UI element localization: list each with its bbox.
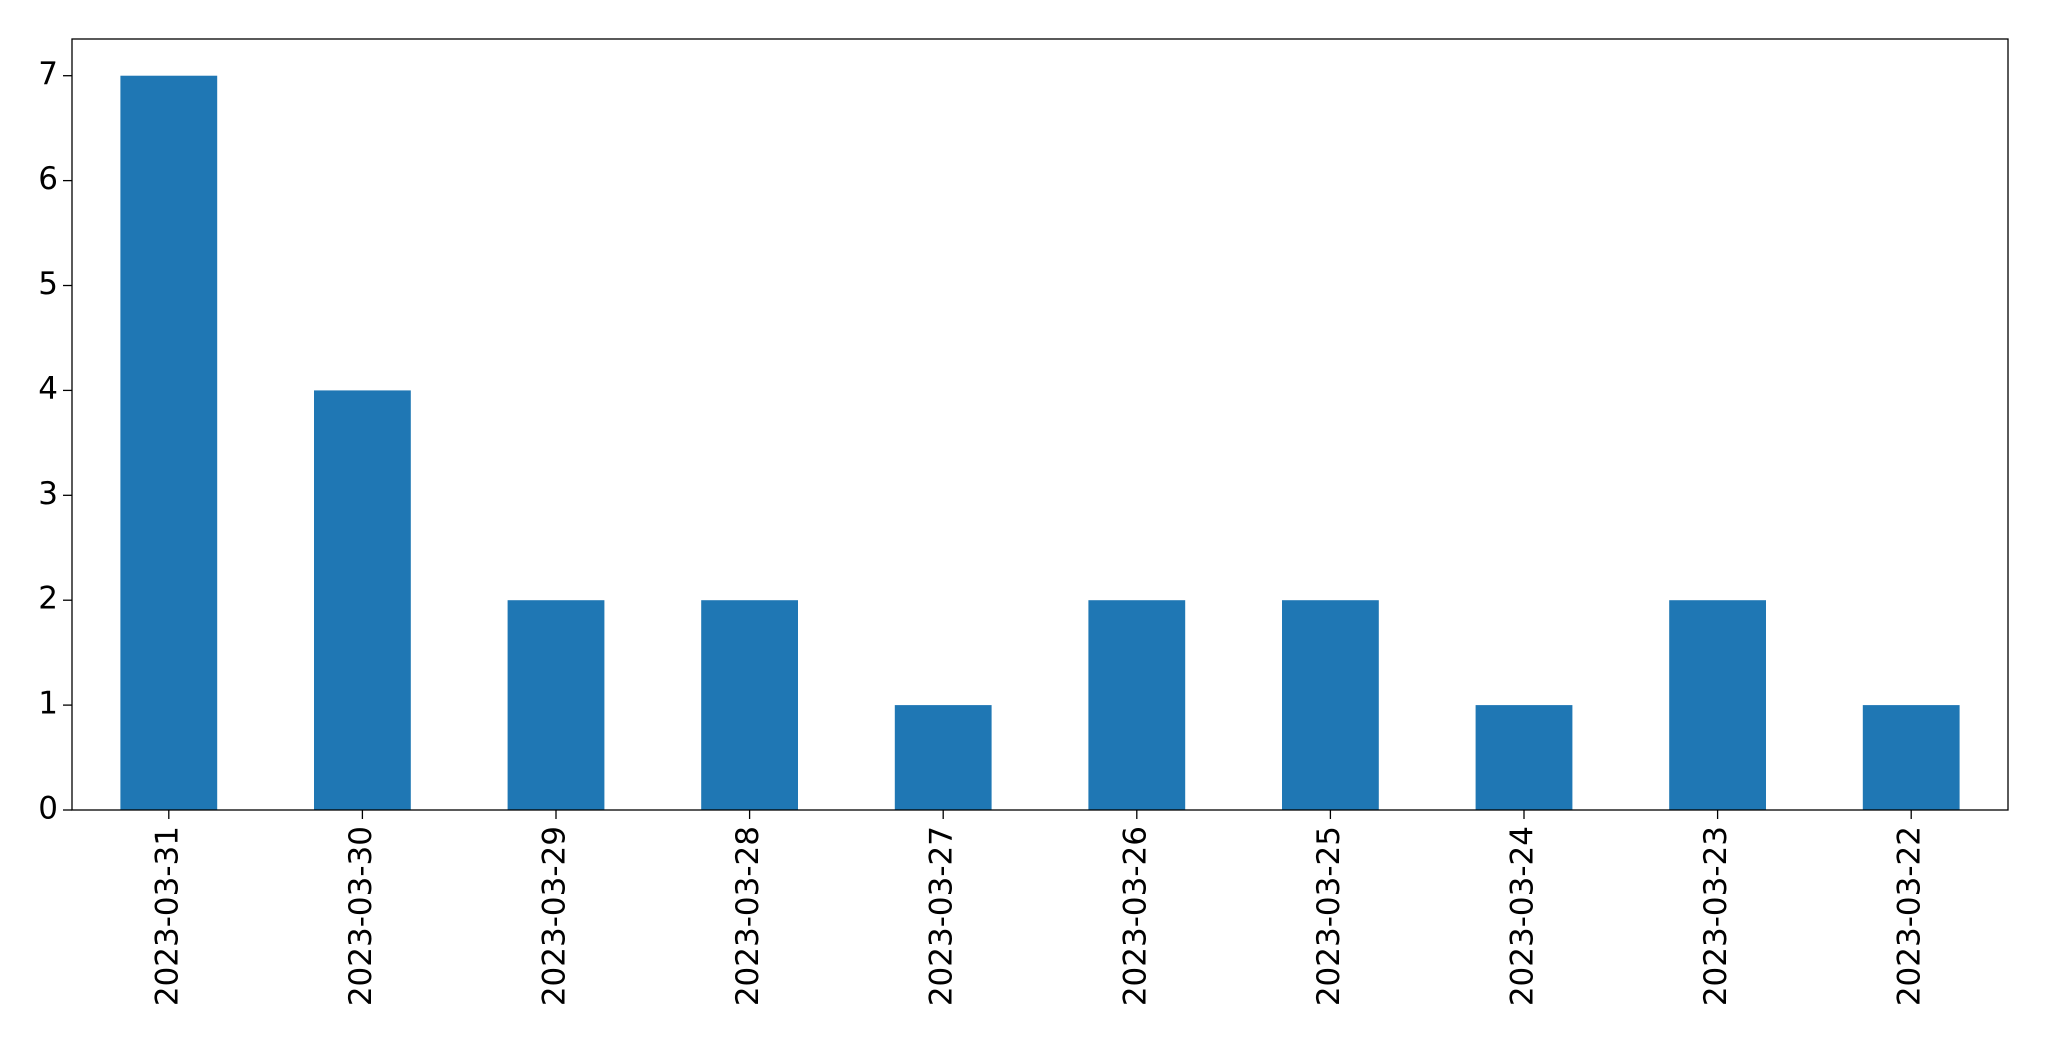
bar bbox=[507, 600, 605, 810]
y-tick-label: 1 bbox=[38, 686, 58, 722]
x-tick-label: 2023-03-29 bbox=[537, 826, 573, 1006]
x-tick-label: 2023-03-26 bbox=[1117, 826, 1153, 1006]
y-tick-label: 5 bbox=[38, 266, 58, 302]
x-tick-label: 2023-03-25 bbox=[1311, 826, 1347, 1006]
bar bbox=[1862, 705, 1960, 810]
plot-frame bbox=[71, 38, 2009, 811]
x-tick-label: 2023-03-23 bbox=[1698, 826, 1734, 1006]
x-tick-label: 2023-03-31 bbox=[149, 826, 185, 1006]
y-tick-label: 6 bbox=[38, 161, 58, 197]
x-tick-label: 2023-03-27 bbox=[924, 826, 960, 1006]
bar bbox=[1282, 600, 1379, 810]
x-tick-label: 2023-03-28 bbox=[730, 826, 766, 1006]
y-tick-label: 7 bbox=[38, 56, 58, 92]
bar bbox=[314, 390, 411, 810]
x-tick-label: 2023-03-22 bbox=[1892, 826, 1928, 1006]
bar bbox=[894, 705, 992, 810]
bar bbox=[701, 600, 798, 810]
y-tick-label: 4 bbox=[38, 371, 58, 407]
y-tick-label: 3 bbox=[38, 476, 58, 512]
x-tick-label: 2023-03-24 bbox=[1505, 826, 1541, 1006]
bar bbox=[1088, 600, 1186, 810]
y-tick-label: 0 bbox=[38, 791, 58, 827]
bar bbox=[1475, 705, 1573, 810]
x-tick-label: 2023-03-30 bbox=[343, 826, 379, 1006]
bar bbox=[1669, 600, 1766, 810]
bar bbox=[120, 75, 218, 810]
y-tick-label: 2 bbox=[38, 581, 58, 617]
